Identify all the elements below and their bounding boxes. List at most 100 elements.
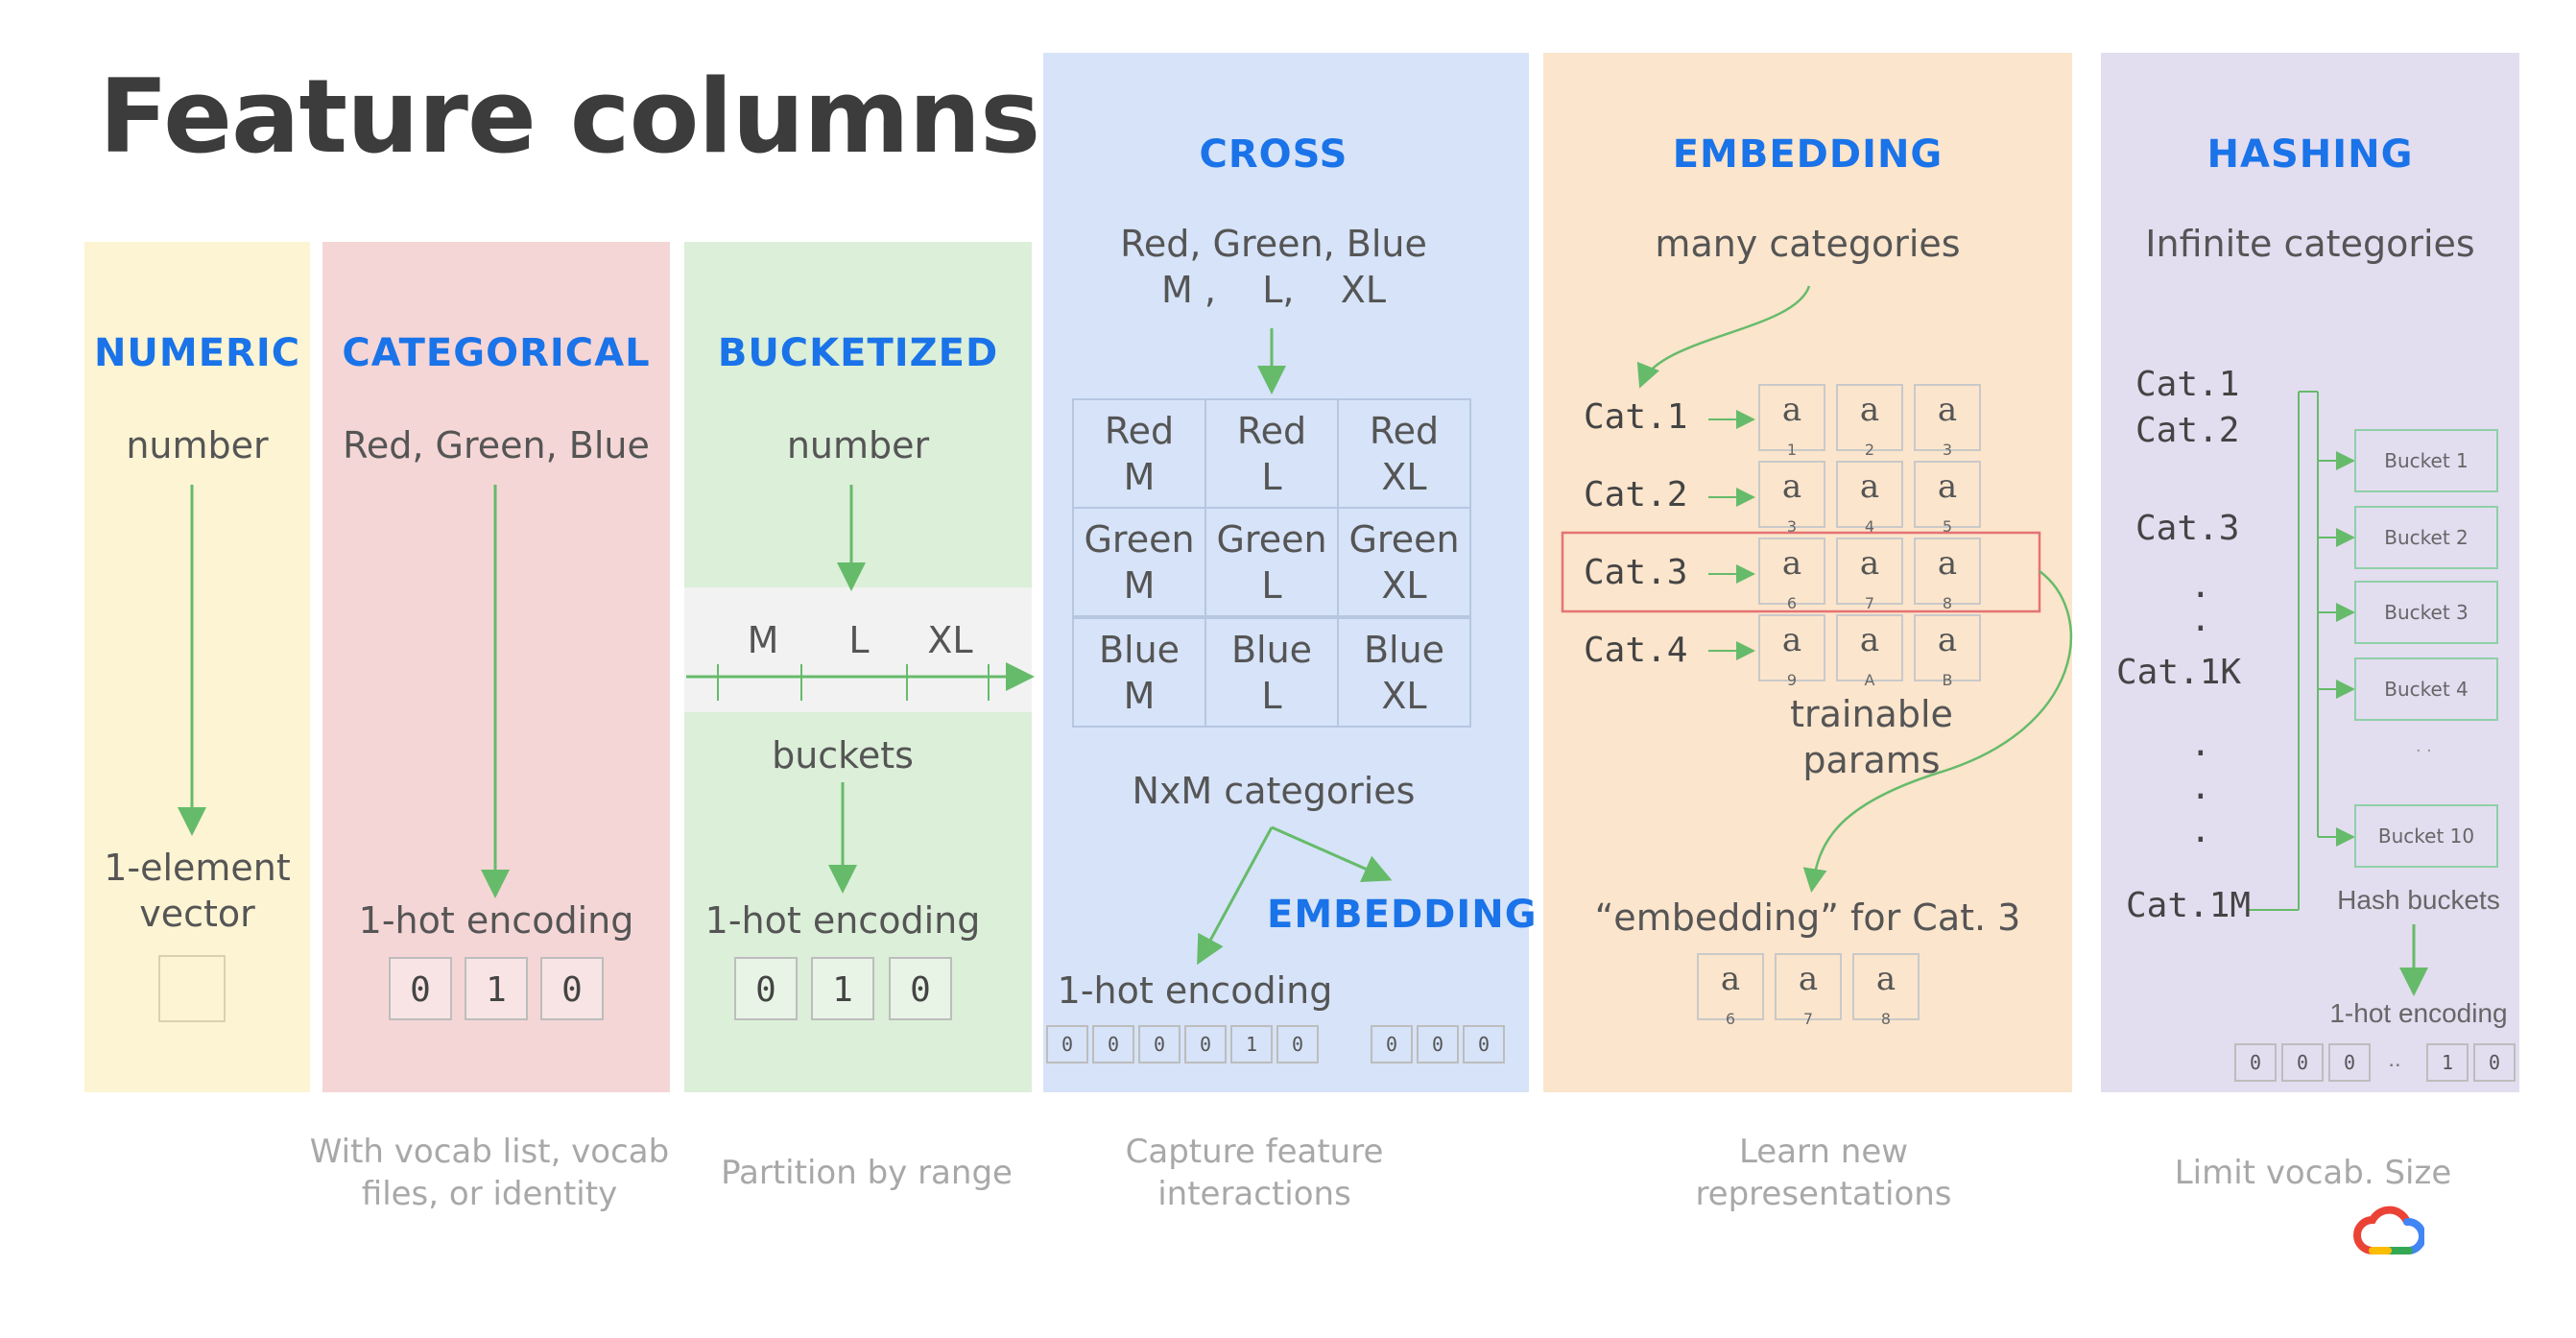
numeric-output-label: 1-element vector — [104, 847, 291, 935]
hashing-header: HASHING — [2206, 132, 2414, 177]
embedding-panel — [1543, 53, 2072, 1092]
cross-bit: 0 — [1184, 1025, 1227, 1063]
numeric-header: NUMERIC — [93, 331, 301, 375]
cross-grid-cell: Green XL — [1337, 507, 1471, 617]
bucketized-bit: 1 — [811, 957, 874, 1020]
hashing-cat-label: Cat.1K — [2116, 653, 2242, 692]
hashing-cat-dot: . — [2190, 566, 2211, 606]
cross-grid-cell: Blue XL — [1337, 617, 1471, 728]
embedding-input-label: many categories — [1655, 223, 1961, 265]
hashing-bit: 0 — [2473, 1043, 2516, 1082]
hash-buckets-label: Hash buckets — [2337, 885, 2500, 915]
bucketized-scale-band — [684, 587, 1032, 712]
bucket-scale-label: L — [848, 619, 870, 661]
embedding-cat-label: Cat.1 — [1584, 397, 1688, 437]
hashing-bit: 0 — [2281, 1043, 2324, 1082]
embedding-cat-label: Cat.4 — [1584, 631, 1688, 670]
hashing-bit-ellipsis: .. — [2388, 1046, 2401, 1072]
categorical-header: CATEGORICAL — [342, 331, 651, 375]
hash-bucket-dots: . . — [2416, 735, 2432, 756]
cross-grid-cell: Blue M — [1072, 617, 1206, 728]
bucketized-bit: 0 — [734, 957, 798, 1020]
bucket-scale-label: M — [747, 619, 779, 661]
hashing-bit: 0 — [2234, 1043, 2277, 1082]
hashing-cat-dot: . — [2190, 600, 2211, 639]
bucketized-header: BUCKETIZED — [717, 331, 999, 375]
cross-grid-cell: Red M — [1072, 398, 1206, 509]
cross-bit: 0 — [1092, 1025, 1134, 1063]
bucketized-output-label: 1-hot encoding — [704, 899, 981, 942]
cross-grid-cell: Green M — [1072, 507, 1206, 617]
embedding-header: EMBEDDING — [1672, 132, 1944, 177]
cross-bit: 0 — [1417, 1025, 1459, 1063]
categorical-output-label: 1-hot encoding — [358, 899, 634, 942]
categorical-bit: 0 — [389, 957, 452, 1020]
categorical-bit: 1 — [465, 957, 528, 1020]
cross-bit: 0 — [1138, 1025, 1181, 1063]
cross-grid-cell: Green L — [1205, 507, 1339, 617]
bucket-scale-label: XL — [927, 619, 973, 661]
cross-input-line1: Red, Green, Blue — [1120, 223, 1427, 265]
cross-bit: 0 — [1463, 1025, 1505, 1063]
hashing-output-label: 1-hot encoding — [2329, 998, 2508, 1028]
hash-bucket: Bucket 10 — [2354, 804, 2498, 868]
hashing-cat-label: Cat.1M — [2126, 886, 2252, 925]
cross-categories-label: NxM categories — [1132, 770, 1416, 812]
hashing-cat-label: Cat.3 — [2135, 509, 2240, 548]
cross-embedding-label: EMBEDDING — [1267, 893, 1538, 937]
cross-grid-cell: Blue L — [1205, 617, 1339, 728]
numeric-input-label: number — [126, 424, 269, 466]
numeric-panel — [84, 242, 310, 1092]
cross-panel — [1043, 53, 1529, 1092]
hashing-cat-label: Cat.1 — [2135, 365, 2240, 404]
bucketized-middle-label: buckets — [772, 734, 914, 777]
cross-bit: 1 — [1230, 1025, 1273, 1063]
cross-grid-cell: Red XL — [1337, 398, 1471, 509]
trainable-params-label: trainable params — [1790, 693, 1953, 781]
numeric-vector-cell — [158, 955, 226, 1022]
embedding-caption: Learn new representations — [1695, 1133, 1952, 1213]
cross-grid-cell: Red L — [1205, 398, 1339, 509]
cross-bit: 0 — [1276, 1025, 1319, 1063]
cross-output-label: 1-hot encoding — [1057, 969, 1333, 1012]
categorical-caption: With vocab list, vocab files, or identit… — [309, 1133, 670, 1213]
embedding-cat-label: Cat.2 — [1584, 475, 1688, 514]
hashing-caption: Limit vocab. Size — [2174, 1154, 2452, 1192]
cross-bit: 0 — [1371, 1025, 1413, 1063]
cross-header: CROSS — [1199, 132, 1348, 177]
bucketized-caption: Partition by range — [721, 1154, 1013, 1192]
hash-bucket: Bucket 2 — [2354, 506, 2498, 569]
hashing-cat-dot: . — [2190, 768, 2211, 807]
hashing-panel — [2101, 53, 2519, 1092]
hashing-cat-dot: . — [2190, 725, 2211, 764]
bucketized-input-label: number — [786, 424, 930, 466]
hashing-bit: 1 — [2426, 1043, 2469, 1082]
page-title: Feature columns — [99, 58, 1040, 176]
hash-bucket: Bucket 3 — [2354, 581, 2498, 644]
cross-caption: Capture feature interactions — [1125, 1133, 1384, 1213]
embedding-output-label: “embedding” for Cat. 3 — [1594, 896, 2021, 939]
hash-bucket: Bucket 4 — [2354, 657, 2498, 721]
hashing-cat-label: Cat.2 — [2135, 411, 2240, 450]
hashing-bit: 0 — [2328, 1043, 2371, 1082]
embedding-cat-label: Cat.3 — [1584, 553, 1688, 592]
cross-input-line2: M , L, XL — [1160, 269, 1387, 311]
categorical-input-label: Red, Green, Blue — [343, 424, 650, 466]
hash-bucket: Bucket 1 — [2354, 429, 2498, 492]
bucketized-bit: 0 — [889, 957, 952, 1020]
